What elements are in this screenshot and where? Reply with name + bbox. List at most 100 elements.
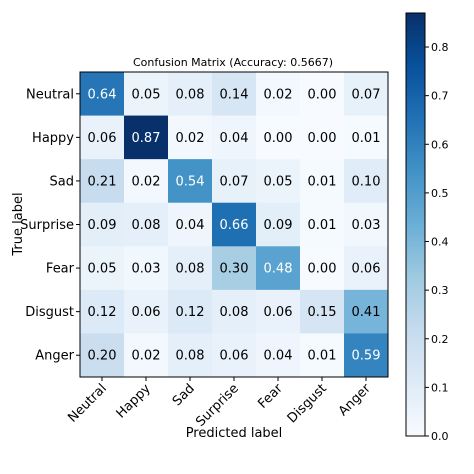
y-tick-label: Disgust [25, 305, 74, 320]
y-tick-label: Anger [35, 349, 74, 364]
cell-value-label: 0.08 [176, 349, 205, 364]
cell-value-label: 0.04 [264, 349, 293, 364]
heatmap-cell [300, 72, 345, 117]
cell-value-label: 0.48 [264, 262, 293, 277]
cell-value-label: 0.20 [88, 349, 117, 364]
cell-value-label: 0.41 [352, 305, 381, 320]
heatmap-cell [256, 333, 301, 378]
y-tick-label: Fear [46, 262, 75, 277]
colorbar-tick-label: 0.8 [431, 41, 449, 54]
heatmap-cell [300, 246, 345, 291]
cell-value-label: 0.00 [308, 131, 337, 146]
cell-value-label: 0.02 [132, 349, 161, 364]
heatmap-cell [344, 72, 389, 117]
heatmap-cell-labels: 0.64 0.05 0.08 0.14 0.02 0.00 0.07 0.06 0.87 0.02… [88, 87, 381, 363]
heatmap-cell [124, 246, 169, 291]
heatmap-cell [300, 115, 345, 160]
heatmap-cell [124, 115, 169, 160]
chart-title: Confusion Matrix (Accuracy: 0.5667) [133, 56, 333, 69]
cell-value-label: 0.66 [220, 218, 249, 233]
cell-value-label: 0.05 [132, 87, 161, 102]
heatmap-cell [124, 289, 169, 334]
heatmap-cell [80, 289, 125, 334]
colorbar-tick-label: 0.4 [431, 236, 449, 249]
cell-value-label: 0.01 [352, 131, 381, 146]
cell-value-label: 0.02 [132, 174, 161, 189]
cell-value-label: 0.01 [308, 174, 337, 189]
heatmap-cell [256, 202, 301, 247]
heatmap-cell [168, 115, 213, 160]
colorbar-tick-label: 0.0 [431, 430, 449, 443]
cell-value-label: 0.03 [352, 218, 381, 233]
heatmap-cell [212, 333, 257, 378]
cell-value-label: 0.54 [176, 174, 205, 189]
heatmap-cell [300, 289, 345, 334]
x-tick-label: Sad [170, 381, 198, 409]
cell-value-label: 0.00 [308, 262, 337, 277]
y-tick-label: Sad [50, 174, 74, 189]
cell-value-label: 0.01 [308, 218, 337, 233]
colorbar-tick-label: 0.7 [431, 90, 449, 103]
heatmap-cell [168, 159, 213, 204]
colorbar-tick-label: 0.5 [431, 187, 449, 200]
cell-value-label: 0.10 [352, 174, 381, 189]
heatmap-cell [300, 333, 345, 378]
heatmap-cell [256, 289, 301, 334]
colorbar-tick-label: 0.3 [431, 284, 449, 297]
heatmap-cell [168, 72, 213, 117]
heatmap-cell [124, 159, 169, 204]
heatmap-cell [124, 333, 169, 378]
cell-value-label: 0.09 [88, 218, 117, 233]
cell-value-label: 0.08 [176, 262, 205, 277]
heatmap-cells [80, 72, 389, 378]
y-tick-label: Neutral [26, 87, 74, 102]
cell-value-label: 0.06 [88, 131, 117, 146]
cell-value-label: 0.02 [264, 87, 293, 102]
x-axis-label: Predicted label [186, 426, 283, 441]
cell-value-label: 0.08 [220, 305, 249, 320]
x-tick-label: Neutral [65, 381, 110, 426]
heatmap-cell [212, 202, 257, 247]
y-tick-label: Surprise [20, 218, 74, 233]
heatmap-cell [124, 202, 169, 247]
heatmap-cell [344, 246, 389, 291]
cell-value-label: 0.06 [220, 349, 249, 364]
cell-value-label: 0.01 [308, 349, 337, 364]
heatmap-cell [344, 159, 389, 204]
heatmap-cell [344, 333, 389, 378]
colorbar-tick-label: 0.2 [431, 333, 449, 346]
y-axis-ticks: Neutral Happy Sad Surprise Fear Disgust Anger [20, 87, 80, 364]
cell-value-label: 0.12 [176, 305, 205, 320]
heatmap-cell [80, 115, 125, 160]
x-tick-label: Surprise [193, 381, 242, 430]
cell-value-label: 0.04 [220, 131, 249, 146]
heatmap-cell [256, 159, 301, 204]
colorbar-tick-label: 0.6 [431, 138, 449, 151]
cell-value-label: 0.12 [88, 305, 117, 320]
cell-value-label: 0.06 [352, 262, 381, 277]
cell-value-label: 0.00 [308, 87, 337, 102]
cell-value-label: 0.14 [220, 87, 249, 102]
y-tick-label: Happy [32, 131, 74, 146]
cell-value-label: 0.06 [132, 305, 161, 320]
heatmap-cell [212, 72, 257, 117]
cell-value-label: 0.08 [132, 218, 161, 233]
x-tick-label: Happy [114, 381, 154, 421]
colorbar [405, 12, 426, 437]
heatmap-cell [256, 72, 301, 117]
heatmap-cell [212, 246, 257, 291]
heatmap-cell [124, 72, 169, 117]
cell-value-label: 0.02 [176, 131, 205, 146]
colorbar-ticks: 0.0 0.1 0.2 0.3 0.4 0.5 0.6 0.7 0.8 [425, 41, 449, 443]
heatmap-cell [212, 159, 257, 204]
heatmap-cell [80, 333, 125, 378]
heatmap-cell [300, 159, 345, 204]
cell-value-label: 0.07 [352, 87, 381, 102]
cell-value-label: 0.59 [352, 349, 381, 364]
cell-value-label: 0.05 [88, 262, 117, 277]
cell-value-label: 0.21 [88, 174, 117, 189]
heatmap-cell [300, 202, 345, 247]
heatmap-cell [80, 246, 125, 291]
